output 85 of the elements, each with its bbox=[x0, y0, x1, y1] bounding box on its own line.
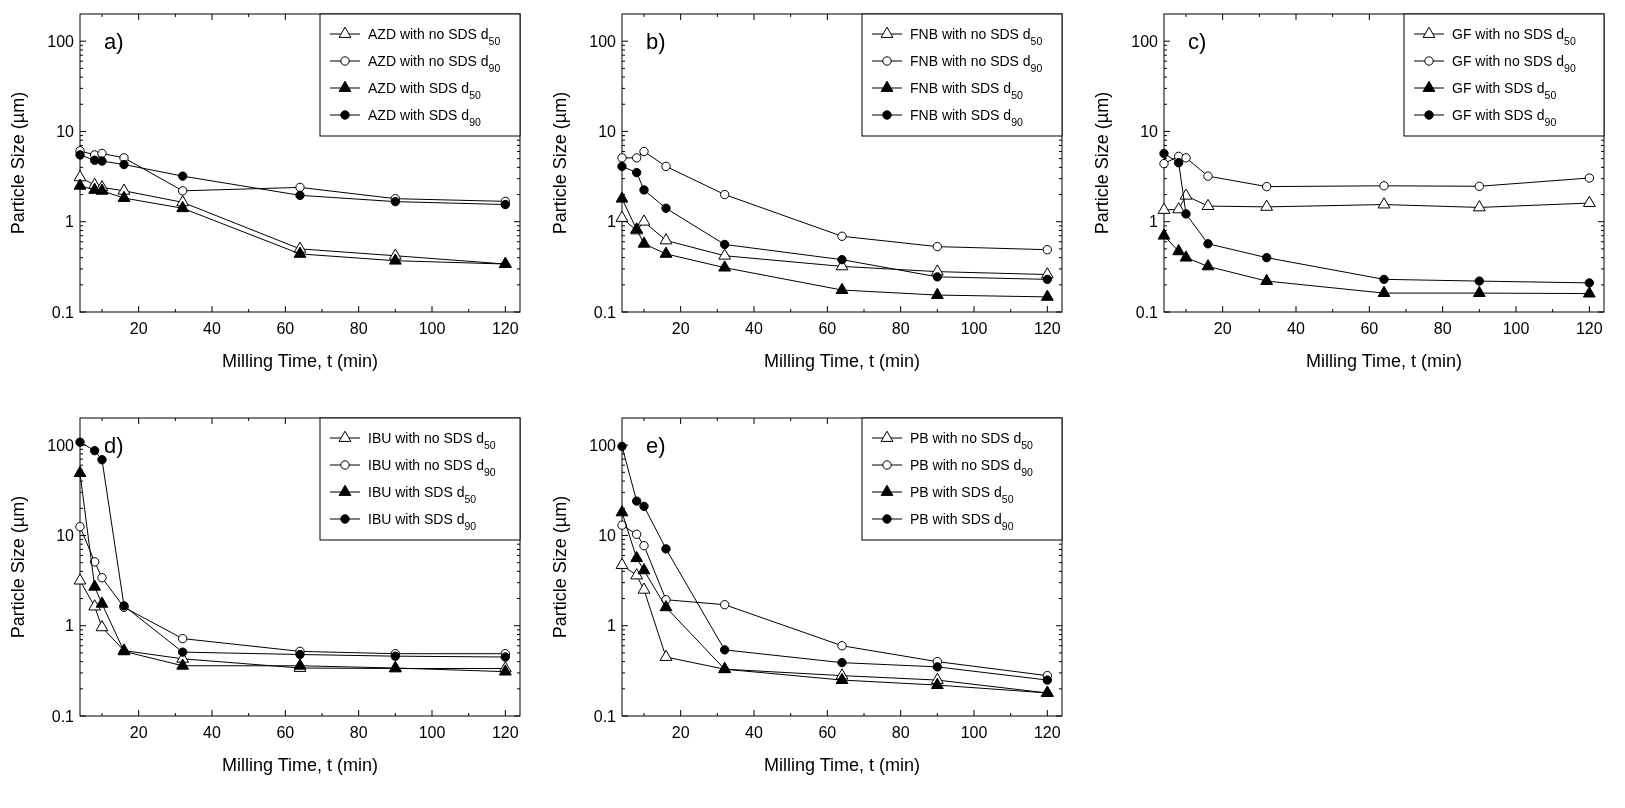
x-tick-label: 100 bbox=[418, 320, 446, 337]
y-axis-title: Particle Size (µm) bbox=[550, 495, 570, 639]
x-tick-label: 60 bbox=[818, 320, 837, 337]
legend-label: FNB with SDS d$_{50}$ bbox=[910, 79, 1023, 101]
x-tick-label: 80 bbox=[349, 724, 368, 741]
x-axis-title: Milling Time, t (min) bbox=[221, 351, 379, 371]
y-axis-title: Particle Size (µm) bbox=[8, 91, 28, 235]
x-tick-label: 60 bbox=[276, 724, 295, 741]
legend-label: PB with SDS d$_{90}$ bbox=[910, 510, 1014, 532]
legend-label: PB with SDS d$_{50}$ bbox=[910, 483, 1014, 505]
x-tick-label: 20 bbox=[129, 320, 148, 337]
x-tick-label: 120 bbox=[1033, 724, 1061, 741]
y-tick-label: 0.1 bbox=[1135, 303, 1159, 321]
y-tick-label: 10 bbox=[56, 527, 75, 545]
legend-label: FNB with no SDS d$_{90}$ bbox=[910, 52, 1043, 74]
legend-label: GF with no SDS d$_{50}$ bbox=[1452, 25, 1576, 47]
y-tick-label: 10 bbox=[598, 123, 617, 141]
x-tick-label: 80 bbox=[891, 724, 910, 741]
x-tick-label: 40 bbox=[203, 320, 221, 337]
y-tick-label: 0.1 bbox=[51, 707, 75, 725]
x-axis-title: Milling Time, t (min) bbox=[221, 755, 379, 775]
text: e) bbox=[646, 433, 666, 459]
y-tick-label: 1 bbox=[607, 213, 617, 231]
x-tick-label: 100 bbox=[960, 320, 988, 337]
x-tick-label: 120 bbox=[1575, 320, 1603, 337]
x-axis-title: Milling Time, t (min) bbox=[1305, 351, 1463, 371]
x-tick-label: 100 bbox=[960, 724, 988, 741]
x-tick-label: 60 bbox=[818, 724, 837, 741]
text: a) bbox=[104, 29, 124, 55]
y-axis-title: Particle Size (µm) bbox=[1092, 91, 1112, 235]
y-tick-label: 10 bbox=[1140, 123, 1159, 141]
x-tick-label: 80 bbox=[349, 320, 368, 337]
y-tick-label: 1 bbox=[1149, 213, 1159, 231]
x-axis-title: Milling Time, t (min) bbox=[763, 351, 921, 371]
legend-label: IBU with no SDS d$_{90}$ bbox=[368, 456, 496, 478]
x-tick-label: 120 bbox=[1033, 320, 1061, 337]
y-tick-label: 0.1 bbox=[593, 303, 617, 321]
x-tick-label: 40 bbox=[203, 724, 221, 741]
x-tick-label: 20 bbox=[1213, 320, 1232, 337]
y-axis-title: Particle Size (µm) bbox=[8, 495, 28, 639]
x-tick-label: 60 bbox=[276, 320, 295, 337]
y-tick-label: 0.1 bbox=[593, 707, 617, 725]
text: c) bbox=[1188, 29, 1207, 55]
legend-label: GF with no SDS d$_{90}$ bbox=[1452, 52, 1576, 74]
x-axis-title: Milling Time, t (min) bbox=[763, 755, 921, 775]
x-tick-label: 60 bbox=[1360, 320, 1379, 337]
legend-label: AZD with no SDS d$_{90}$ bbox=[368, 52, 501, 74]
x-tick-label: 40 bbox=[745, 724, 763, 741]
legend-label: PB with no SDS d$_{50}$ bbox=[910, 429, 1034, 451]
x-tick-label: 20 bbox=[671, 320, 690, 337]
legend-label: IBU with SDS d$_{50}$ bbox=[368, 483, 477, 505]
y-axis-title: Particle Size (µm) bbox=[550, 91, 570, 235]
legend-label: FNB with no SDS d$_{50}$ bbox=[910, 25, 1043, 47]
y-tick-label: 100 bbox=[1131, 32, 1159, 50]
legend-label: AZD with SDS d$_{50}$ bbox=[368, 79, 481, 101]
legend-label: IBU with SDS d$_{90}$ bbox=[368, 510, 477, 532]
x-tick-label: 20 bbox=[671, 724, 690, 741]
legend-label: AZD with SDS d$_{90}$ bbox=[368, 106, 481, 128]
y-tick-label: 10 bbox=[56, 123, 75, 141]
text: d) bbox=[104, 433, 124, 459]
x-tick-label: 120 bbox=[491, 320, 519, 337]
x-tick-label: 120 bbox=[491, 724, 519, 741]
y-tick-label: 0.1 bbox=[51, 303, 75, 321]
y-tick-label: 100 bbox=[589, 436, 617, 454]
legend-label: PB with no SDS d$_{90}$ bbox=[910, 456, 1034, 478]
y-tick-label: 100 bbox=[47, 436, 75, 454]
x-tick-label: 40 bbox=[745, 320, 763, 337]
x-tick-label: 80 bbox=[891, 320, 910, 337]
x-tick-label: 20 bbox=[129, 724, 148, 741]
legend-label: FNB with SDS d$_{90}$ bbox=[910, 106, 1023, 128]
y-tick-label: 1 bbox=[607, 617, 617, 635]
y-tick-label: 1 bbox=[65, 213, 75, 231]
legend-label: IBU with no SDS d$_{50}$ bbox=[368, 429, 496, 451]
y-tick-label: 100 bbox=[589, 32, 617, 50]
x-tick-label: 100 bbox=[1502, 320, 1530, 337]
x-tick-label: 40 bbox=[1287, 320, 1305, 337]
legend-label: GF with SDS d$_{50}$ bbox=[1452, 79, 1557, 101]
text: b) bbox=[646, 29, 666, 55]
y-tick-label: 10 bbox=[598, 527, 617, 545]
y-tick-label: 100 bbox=[47, 32, 75, 50]
y-tick-label: 1 bbox=[65, 617, 75, 635]
legend-label: AZD with no SDS d$_{50}$ bbox=[368, 25, 501, 47]
x-tick-label: 80 bbox=[1433, 320, 1452, 337]
x-tick-label: 100 bbox=[418, 724, 446, 741]
legend-label: GF with SDS d$_{90}$ bbox=[1452, 106, 1557, 128]
